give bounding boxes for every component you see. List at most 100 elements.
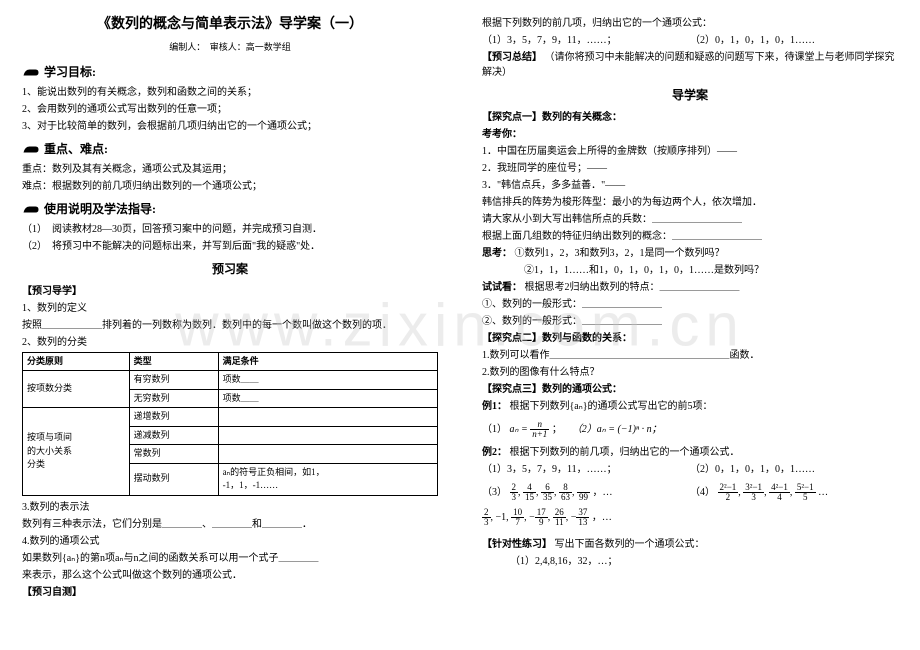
r-line0: 根据下列数列的前几项，归纳出它的一个通项公式： <box>482 16 898 31</box>
section-key: 重点、难点: <box>22 140 438 158</box>
cell: 递增数列 <box>129 408 218 427</box>
ex1a-label: （1） <box>482 424 507 435</box>
rep-h: 3.数列的表示法 <box>22 500 438 515</box>
t2b: 2.数列的图像有什么特点？ <box>482 365 898 380</box>
ex2-3-tail: ，… <box>593 487 613 498</box>
cls-h: 2、数列的分类 <box>22 335 438 350</box>
try-h: 试试看： <box>482 282 522 293</box>
cell: 项数＿＿ <box>218 389 437 408</box>
frac-de: n+1 <box>530 430 549 439</box>
r-line1a: （1）3，5，7，9，11，……； <box>482 33 690 48</box>
hand-icon <box>22 202 40 216</box>
hand-icon <box>22 65 40 79</box>
ex2-1: （1）3，5，7，9，11，……； <box>482 462 690 477</box>
cell: 按项与项间 的大小关系 分类 <box>23 408 130 496</box>
prac-t: 写出下面各数列的一个通项公式： <box>555 539 705 550</box>
left-column: 《数列的概念与简单表示法》导学案（一） 编制人： 审核人：高一数学组 学习目标:… <box>0 0 460 650</box>
goal-1: 1、能说出数列的有关概念，数列和函数之间的关系； <box>22 85 438 100</box>
ex2-5-tail: ，… <box>592 512 612 523</box>
ex2-h: 例2： <box>482 447 507 458</box>
kaokao: 考考你： <box>482 127 898 142</box>
ex2-4-tail: … <box>818 487 828 498</box>
sum-text: （请你将预习中未能解决的问题和疑惑的问题写下来，待课堂上与老师同学探究解决） <box>482 52 895 78</box>
guide-head-text: 使用说明及学法指导: <box>44 200 156 218</box>
k3a: 韩信排兵的阵势为梭形阵型：最小的为每边两个人，依次增加． <box>482 195 898 210</box>
rep-t: 数列有三种表示法，它们分别是＿＿＿＿、＿＿＿＿和＿＿＿＿． <box>22 517 438 532</box>
cell: 常数列 <box>129 445 218 464</box>
ex2-line: 例2： 根据下列数列的前几项，归纳出它的一个通项公式． <box>482 445 898 460</box>
cell <box>218 426 437 445</box>
r1: ①、数列的一般形式：＿＿＿＿＿＿＿＿ <box>482 297 898 312</box>
try-t: 根据思考2归纳出数列的特点：＿＿＿＿＿＿＿＿ <box>525 282 740 293</box>
ex2-2: （2）0，1，0，1，0，1…… <box>690 462 898 477</box>
r-line1: （1）3，5，7，9，11，……； （2）0，1，0，1，0，1…… <box>482 33 898 48</box>
think-line: 思考： ①数列1，2，3和数列3，2，1是同一个数列吗？ <box>482 246 898 261</box>
th-principle: 分类原则 <box>23 352 130 371</box>
ex2-5: 23, −1, 107, −179, 2611, −3713 ，… <box>482 508 898 527</box>
key-1: 重点：数列及其有关概念，通项公式及其运用； <box>22 162 438 177</box>
r-line1b: （2）0，1，0，1，0，1…… <box>690 33 898 48</box>
ex2-t: 根据下列数列的前几项，归纳出它的一个通项公式． <box>510 447 740 458</box>
def-t: 按照＿＿＿＿＿＿排列着的一列数称为数列．数列中的每一个数叫做这个数列的项． <box>22 318 438 333</box>
ex2-row2: （3） 23, 415, 635, 863, 99 ，… （4） 2²−12, … <box>482 483 898 502</box>
ex2-3: （3） 23, 415, 635, 863, 99 ，… <box>482 483 690 502</box>
cell <box>218 445 437 464</box>
cell: 无穷数列 <box>129 389 218 408</box>
ex2-row1: （1）3，5，7，9，11，……； （2）0，1，0，1，0，1…… <box>482 462 898 477</box>
main-title: 《数列的概念与简单表示法》导学案（一） <box>22 14 438 35</box>
byline: 编制人： 审核人：高一数学组 <box>22 41 438 55</box>
cell: 有穷数列 <box>129 371 218 390</box>
ex1b: （2）aₙ = (−1)ⁿ · n； <box>572 424 662 435</box>
ex2-3-label: （3） <box>482 487 507 498</box>
cell <box>218 408 437 427</box>
sum-head: 【预习总结】 <box>482 52 542 63</box>
cell: 递减数列 <box>129 426 218 445</box>
topic1-head: 【探究点一】数列的有关概念： <box>482 110 898 125</box>
think1: ①数列1，2，3和数列3，2，1是同一个数列吗？ <box>515 248 725 259</box>
table-row: 按项数分类 有穷数列 项数＿＿ <box>23 371 438 390</box>
table-row: 分类原则 类型 满足条件 <box>23 352 438 371</box>
ex1a-post: ； <box>552 424 562 435</box>
k2: 2．我班同学的座位号；—— <box>482 161 898 176</box>
def-h: 1、数列的定义 <box>22 301 438 316</box>
ex1-t: 根据下列数列{aₙ}的通项公式写出它的前5项： <box>510 401 713 412</box>
section-guide: 使用说明及学法指导: <box>22 200 438 218</box>
cell: 摆动数列 <box>129 463 218 495</box>
ex2-4: （4） 2²−12, 3²−13, 4²−14, 5²−15 … <box>690 483 898 502</box>
gen-t1: 如果数列{aₙ}的第n项aₙ与n之间的函数关系可以用一个式子＿＿＿＿ <box>22 551 438 566</box>
k3b: 请大家从小到大写出韩信所点的兵数：＿＿＿＿＿＿＿＿＿ <box>482 212 898 227</box>
sum-line: 【预习总结】 （请你将预习中未能解决的问题和疑惑的问题写下来，待课堂上与老师同学… <box>482 50 898 80</box>
t2a: 1.数列可以看作＿＿＿＿＿＿＿＿＿＿＿＿＿＿＿＿＿＿函数． <box>482 348 898 363</box>
gen-t2: 来表示，那么这个公式叫做这个数列的通项公式． <box>22 568 438 583</box>
pre-head: 预习案 <box>22 260 438 278</box>
guide-2: （2） 将预习中不能解决的问题标出来，并写到后面"我的疑惑"处． <box>22 239 438 254</box>
th-type: 类型 <box>129 352 218 371</box>
section-goal: 学习目标: <box>22 63 438 81</box>
dao-head: 导学案 <box>482 86 898 104</box>
ex1-h: 例1： <box>482 401 507 412</box>
predao-head: 【预习导学】 <box>22 284 438 299</box>
k1: 1．中国在历届奥运会上所得的金牌数（按顺序排列）—— <box>482 144 898 159</box>
k3: 3．"韩信点兵，多多益善．"—— <box>482 178 898 193</box>
cell: aₙ的符号正负相间，如1， -1，1，-1…… <box>218 463 437 495</box>
classification-table: 分类原则 类型 满足条件 按项数分类 有穷数列 项数＿＿ 无穷数列 项数＿＿ 按… <box>22 352 438 496</box>
goal-2: 2、会用数列的通项公式写出数列的任意一项； <box>22 102 438 117</box>
gen-h: 4.数列的通项公式 <box>22 534 438 549</box>
ex2-5b: −1 <box>496 512 507 523</box>
th-cond: 满足条件 <box>218 352 437 371</box>
think-h: 思考： <box>482 248 512 259</box>
think2: ②1，1，1……和1，0，1，0，1，0，1……是数列吗？ <box>482 263 898 278</box>
r2: ②、数列的一般形式：＿＿＿＿＿＿＿＿ <box>482 314 898 329</box>
ex1a-pre: aₙ = <box>510 424 528 435</box>
key-head-text: 重点、难点: <box>44 140 108 158</box>
right-column: 根据下列数列的前几项，归纳出它的一个通项公式： （1）3，5，7，9，11，……… <box>460 0 920 650</box>
hand-icon <box>22 142 40 156</box>
cell: 项数＿＿ <box>218 371 437 390</box>
test-head: 【预习自测】 <box>22 585 438 600</box>
goal-3: 3、对于比较简单的数列，会根据前几项归纳出它的一个通项公式； <box>22 119 438 134</box>
key-2: 难点：根据数列的前几项归纳出数列的一个通项公式； <box>22 179 438 194</box>
try-line: 试试看： 根据思考2归纳出数列的特点：＿＿＿＿＿＿＿＿ <box>482 280 898 295</box>
prac1: （1）2,4,8,16，32，…； <box>482 554 898 569</box>
goal-head-text: 学习目标: <box>44 63 96 81</box>
cell: 按项数分类 <box>23 371 130 408</box>
